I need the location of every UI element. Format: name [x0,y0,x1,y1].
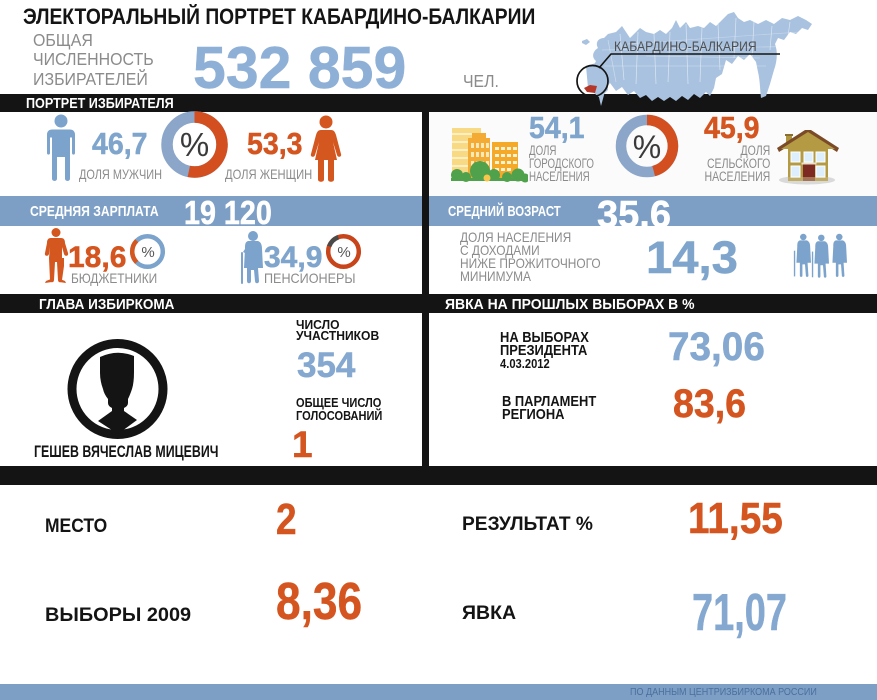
svg-text:%: % [141,244,154,261]
svg-text:%: % [337,244,350,261]
svg-text:%: % [180,126,209,163]
svg-text:%: % [633,129,661,165]
